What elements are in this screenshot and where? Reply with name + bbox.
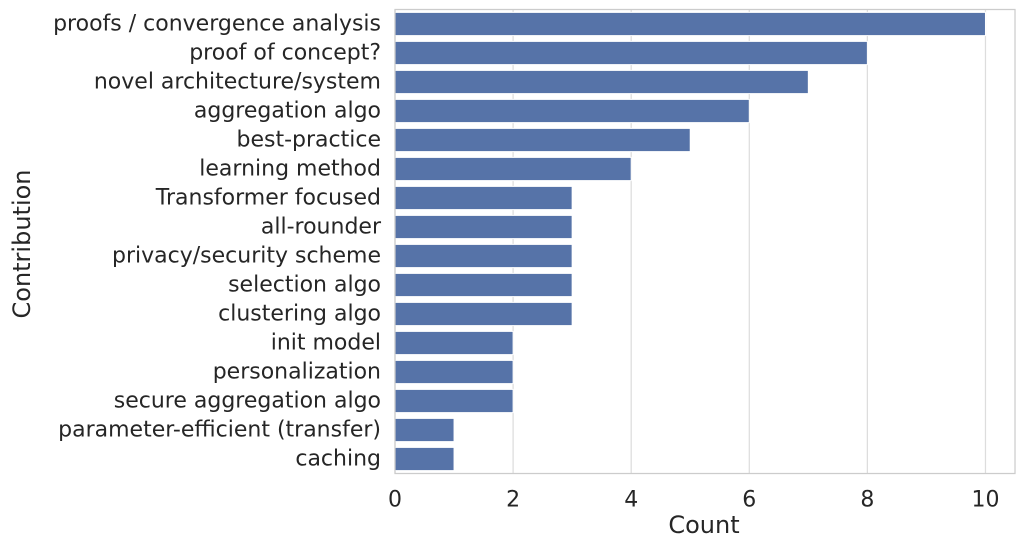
bar-proofs-convergence-analysis <box>394 11 986 37</box>
y-tick-label-secure-aggregation-algo: secure aggregation algo <box>114 389 381 414</box>
bar-best-practice <box>394 127 691 153</box>
bar-aggregation-algo <box>394 98 750 124</box>
y-tick-label-personalization: personalization <box>213 360 381 385</box>
x-tick-label-8: 8 <box>860 488 874 513</box>
bar-caching <box>394 446 455 472</box>
bars <box>394 11 986 472</box>
bar-secure-aggregation-algo <box>394 388 514 414</box>
bar-clustering-algo <box>394 301 573 327</box>
y-tick-label-aggregation-algo: aggregation algo <box>194 99 381 124</box>
x-axis-label: Count <box>668 511 739 539</box>
y-tick-label-learning-method: learning method <box>199 157 381 182</box>
y-tick-label-init-model: init model <box>271 331 381 356</box>
y-tick-label-transformer-focused: Transformer focused <box>155 186 381 211</box>
bar-learning-method <box>394 156 632 182</box>
bar-init-model <box>394 330 514 356</box>
y-tick-label-proofs-convergence-analysis: proofs / convergence analysis <box>53 12 381 37</box>
y-tick-label-proof-of-concept: proof of concept? <box>189 41 381 66</box>
y-tick-label-parameter-efficient-transfer: parameter-efficient (transfer) <box>58 418 381 443</box>
y-tick-label-all-rounder: all-rounder <box>261 215 382 240</box>
x-tick-label-2: 2 <box>506 488 520 513</box>
y-tick-label-clustering-algo: clustering algo <box>218 302 381 327</box>
x-tick-labels: 0 2 4 6 8 10 <box>388 488 999 513</box>
y-tick-label-caching: caching <box>295 447 381 472</box>
x-tick-label-10: 10 <box>971 488 999 513</box>
y-axis-label: Contribution <box>8 169 36 318</box>
bar-proof-of-concept <box>394 40 868 66</box>
bar-novel-architecture-system <box>394 69 809 95</box>
y-tick-label-privacy-security-scheme: privacy/security scheme <box>112 244 381 269</box>
y-tick-label-best-practice: best-practice <box>237 128 381 153</box>
x-tick-label-6: 6 <box>742 488 756 513</box>
bar-personalization <box>394 359 514 385</box>
bar-transformer-focused <box>394 185 573 211</box>
bar-parameter-efficient-transfer <box>394 417 455 443</box>
plot-frame <box>394 8 1016 475</box>
y-tick-label-novel-architecture-system: novel architecture/system <box>94 70 381 95</box>
y-tick-labels: proofs / convergence analysis proof of co… <box>53 12 382 472</box>
bar-privacy-security-scheme <box>394 243 573 269</box>
x-tick-label-4: 4 <box>624 488 638 513</box>
x-tick-label-0: 0 <box>388 488 402 513</box>
y-tick-label-selection-algo: selection algo <box>228 273 381 298</box>
bar-all-rounder <box>394 214 573 240</box>
bar-selection-algo <box>394 272 573 298</box>
